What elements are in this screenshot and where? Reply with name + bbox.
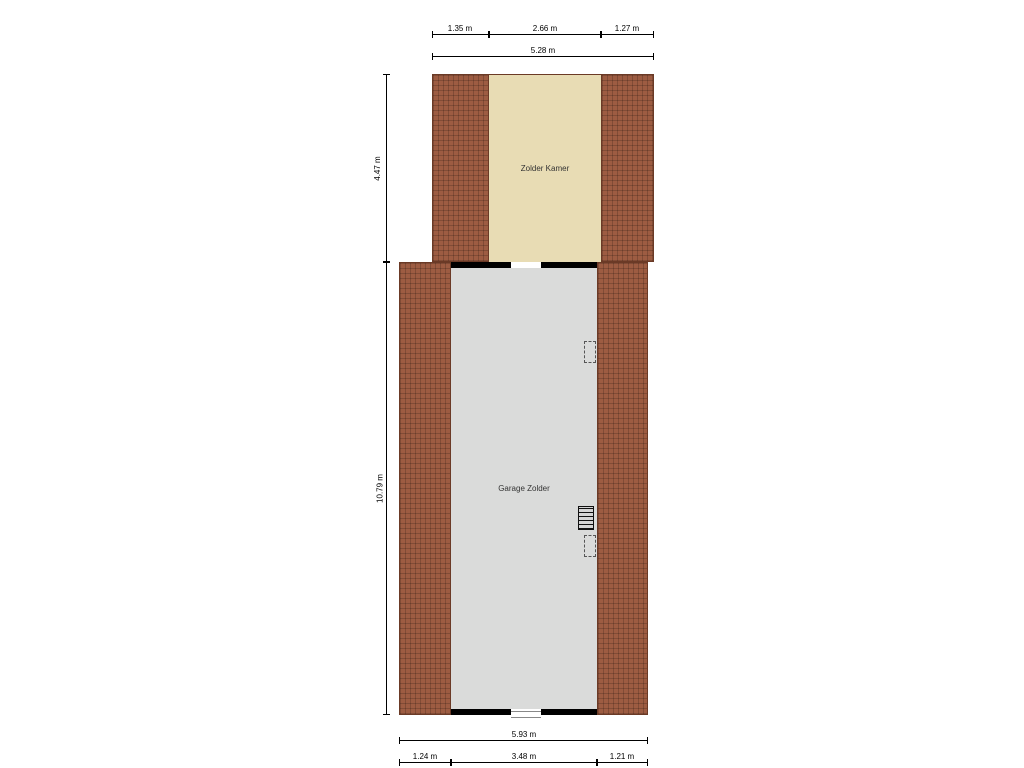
room-garage-zolder: Garage Zolder (451, 268, 597, 709)
ladder-icon (578, 506, 594, 530)
upper-roof-left (432, 74, 489, 262)
lower-roof-right (597, 262, 648, 715)
dim-label: 5.28 m (531, 46, 555, 55)
dim-label: 1.35 m (448, 24, 472, 33)
dim-label: 2.66 m (533, 24, 557, 33)
wall-bottom-right (541, 709, 597, 715)
lower-roof-left (399, 262, 451, 715)
window-bottom (511, 711, 541, 718)
room-zolder-kamer: Zolder Kamer (489, 74, 601, 262)
upper-roof-right (601, 74, 654, 262)
dim-label: 1.21 m (610, 752, 634, 761)
dim-label: 10.79 m (375, 474, 384, 503)
wall-mid-right (541, 262, 597, 268)
dim-label: 1.27 m (615, 24, 639, 33)
room-label-lower: Garage Zolder (498, 484, 550, 493)
dim-label: 3.48 m (512, 752, 536, 761)
floorplan-canvas: Zolder Kamer Garage Zolder 1.35 m 2.66 m… (0, 0, 1024, 768)
room-label-upper: Zolder Kamer (521, 164, 569, 173)
dim-label: 4.47 m (373, 156, 382, 180)
wall-marker-2 (584, 535, 596, 557)
wall-bottom-left (451, 709, 511, 715)
wall-marker-1 (584, 341, 596, 363)
dim-label: 5.93 m (512, 730, 536, 739)
wall-mid-left (451, 262, 511, 268)
dim-label: 1.24 m (413, 752, 437, 761)
